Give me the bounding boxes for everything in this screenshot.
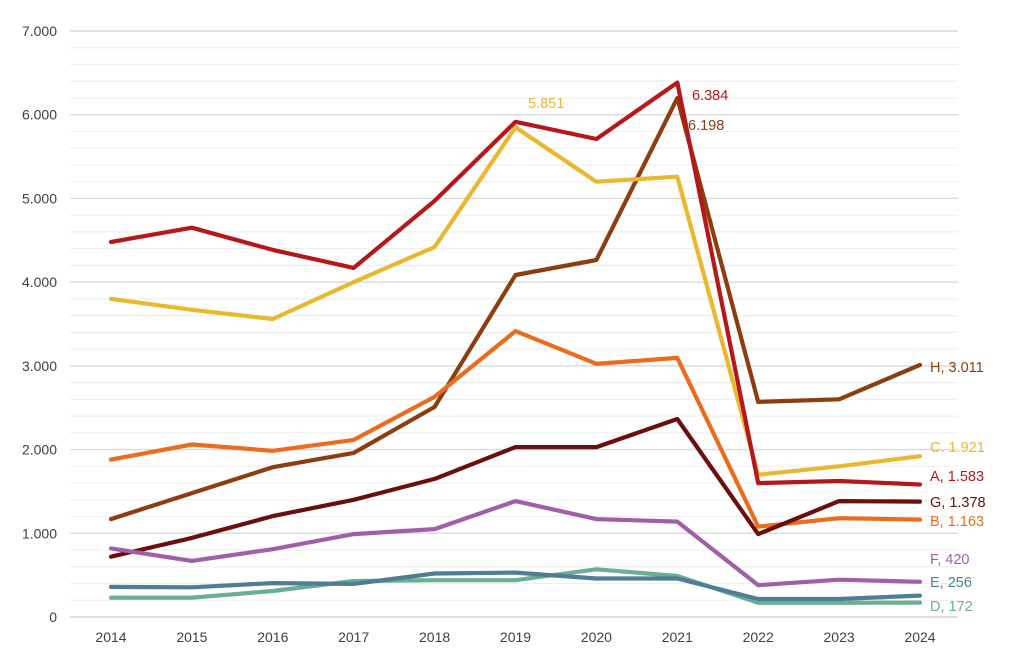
series-line-D bbox=[108, 567, 923, 605]
x-tick-label: 2021 bbox=[662, 629, 693, 645]
major-gridlines bbox=[70, 30, 958, 618]
annotation-C: 5.851 bbox=[528, 96, 564, 112]
peak-annotations: 6.384 6.198 5.851 bbox=[528, 88, 728, 134]
y-tick-label: 1.000 bbox=[22, 525, 57, 541]
end-label-G: G, 1.378 bbox=[930, 495, 986, 511]
end-label-F: F, 420 bbox=[930, 552, 970, 568]
x-tick-label: 2015 bbox=[176, 629, 207, 645]
end-label-H: H, 3.011 bbox=[930, 360, 984, 376]
x-tick-label: 2020 bbox=[581, 629, 612, 645]
y-axis-tick-labels: 0 1.000 2.000 3.000 4.000 5.000 6.000 7.000 bbox=[22, 23, 57, 625]
x-tick-label: 2022 bbox=[743, 629, 774, 645]
y-tick-label: 5.000 bbox=[22, 190, 57, 206]
x-tick-label: 2019 bbox=[500, 629, 531, 645]
series-line-H bbox=[108, 95, 923, 522]
x-tick-label: 2014 bbox=[95, 629, 126, 645]
end-label-E: E, 256 bbox=[930, 575, 972, 591]
series-line-F bbox=[108, 499, 923, 588]
y-tick-label: 0 bbox=[49, 609, 57, 625]
series-line-A bbox=[108, 80, 923, 487]
y-tick-label: 4.000 bbox=[22, 274, 57, 290]
y-tick-label: 2.000 bbox=[22, 442, 57, 458]
end-label-A: A, 1.583 bbox=[930, 469, 984, 485]
series-end-labels: H, 3.011 C. 1.921 A, 1.583 G, 1.378 B, 1.163… bbox=[930, 360, 986, 615]
x-tick-label: 2018 bbox=[419, 629, 450, 645]
x-tick-label: 2024 bbox=[904, 629, 935, 645]
end-label-D: D, 172 bbox=[930, 599, 973, 615]
x-tick-label: 2017 bbox=[338, 629, 369, 645]
x-tick-label: 2023 bbox=[824, 629, 855, 645]
x-tick-label: 2016 bbox=[257, 629, 288, 645]
annotation-H: 6.198 bbox=[688, 118, 724, 134]
x-axis-tick-labels: 2014 2015 2016 2017 2018 2019 2020 2021 2022 2023… bbox=[95, 629, 935, 645]
y-tick-label: 7.000 bbox=[22, 23, 57, 39]
series-line-G bbox=[108, 416, 923, 559]
y-tick-label: 3.000 bbox=[22, 358, 57, 374]
series-lines bbox=[108, 80, 923, 605]
y-tick-label: 6.000 bbox=[22, 107, 57, 123]
series-line-B bbox=[108, 329, 923, 529]
series-line-C bbox=[108, 125, 923, 477]
annotation-A: 6.384 bbox=[692, 88, 728, 104]
end-label-B: B, 1.163 bbox=[930, 514, 984, 530]
end-label-C: C. 1.921 bbox=[930, 440, 985, 456]
series-line-E bbox=[108, 570, 923, 602]
